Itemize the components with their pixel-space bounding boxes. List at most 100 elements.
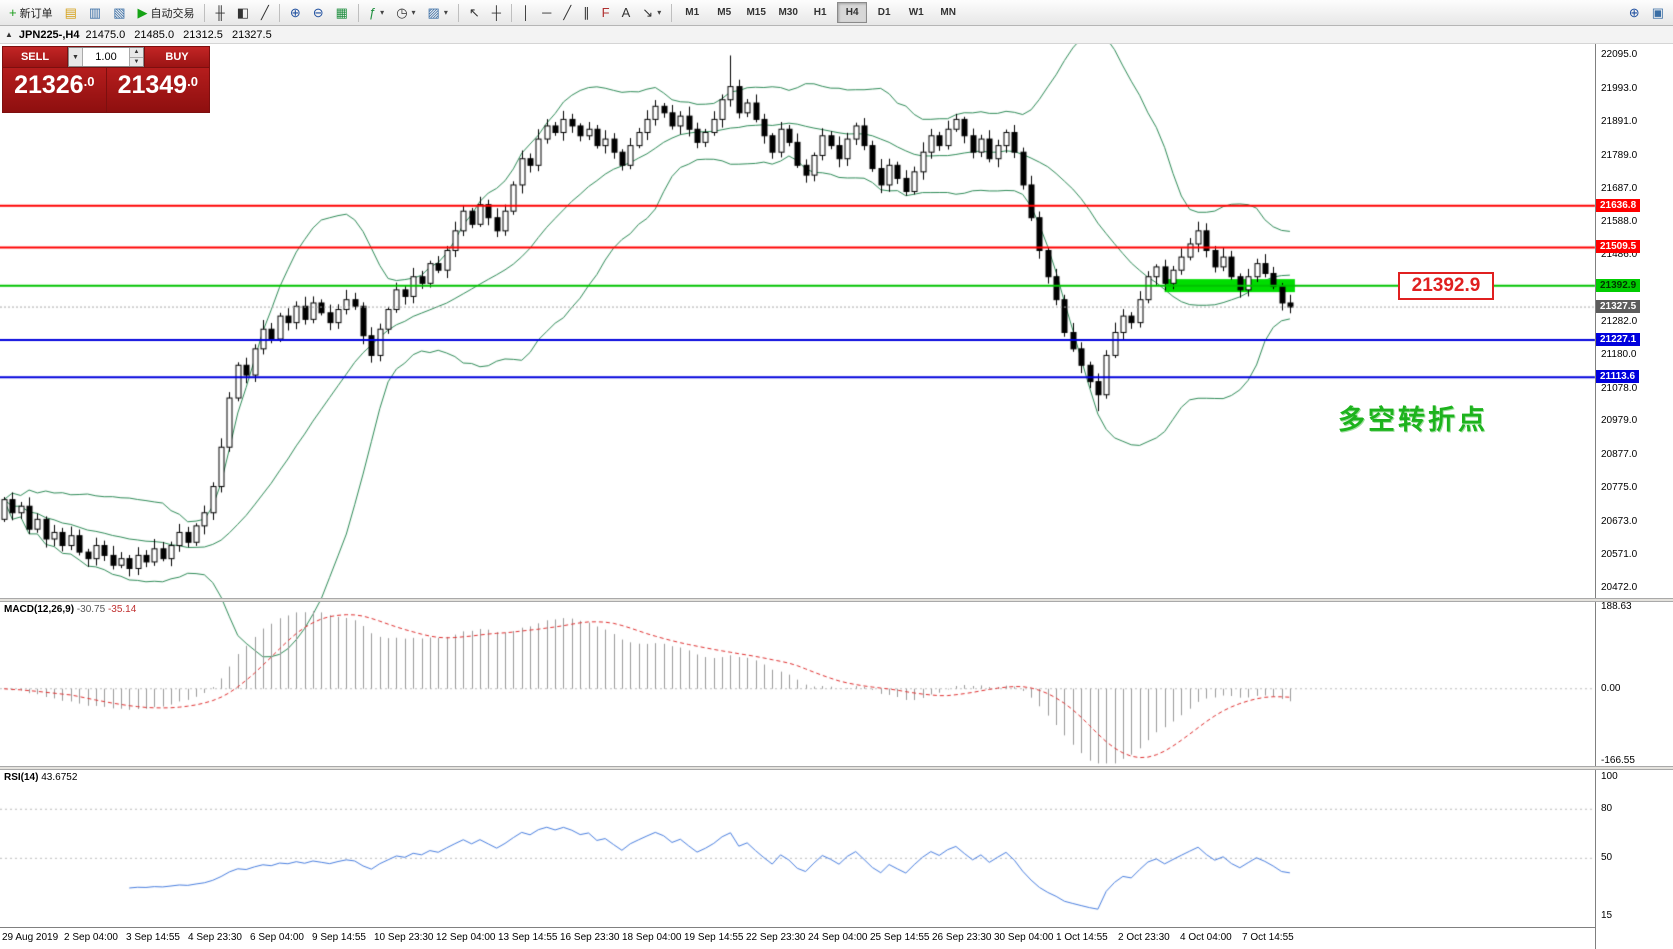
bar-chart-icon[interactable]: ╫ [210, 1, 229, 24]
zoom-out-icon[interactable]: ⊖ [308, 1, 329, 24]
text-icon[interactable]: A [617, 1, 636, 24]
toolbar-separator [357, 3, 359, 22]
price-level-label[interactable]: 21392.9 [1398, 271, 1494, 300]
price-line-badge: 21227.1 [1596, 332, 1641, 346]
timeframe-mn[interactable]: MN [940, 7, 956, 18]
ohlc-close: 21327.5 [231, 28, 272, 41]
layout-icon[interactable]: ▣ [1647, 1, 1669, 24]
macd-tick: 188.63 [1601, 601, 1632, 613]
line-chart-icon: ╱ [261, 5, 269, 20]
price-tick: 20775.0 [1601, 482, 1638, 494]
search-plus-icon: ⊕ [1628, 5, 1640, 20]
line-chart-icon[interactable]: ╱ [256, 1, 274, 24]
horizontal-line-icon: ─ [542, 5, 552, 20]
candlestick-icon[interactable]: ◧ [232, 1, 254, 24]
price-tick: 21486.0 [1601, 249, 1638, 261]
vertical-line-icon[interactable]: │ [517, 1, 535, 24]
timeframe-m5[interactable]: M5 [717, 7, 732, 18]
time-label: 25 Sep 14:55 [870, 932, 930, 943]
auto-trading-button[interactable]: ▶ 自动交易 [132, 1, 199, 24]
zoom-out-icon: ⊖ [312, 5, 324, 20]
bid-price-button[interactable]: 21326 .0 [3, 68, 106, 112]
trendline-icon[interactable]: ╱ [558, 1, 576, 24]
timeframe-m1[interactable]: M1 [685, 7, 700, 18]
buy-button[interactable]: BUY [145, 47, 209, 67]
time-label: 4 Sep 23:30 [188, 932, 242, 943]
price-tick: 21078.0 [1601, 382, 1638, 394]
volume-down-icon[interactable]: ▼ [130, 57, 143, 66]
trendline-icon: ╱ [563, 5, 572, 20]
new-order-button[interactable]: + 新订单 [4, 1, 58, 24]
price-axis[interactable]: 22095.0 21993.0 21891.0 21789.0 21687.0 21588… [1595, 44, 1673, 949]
navigator-icon[interactable]: ▧ [108, 1, 130, 24]
channel-icon[interactable]: ∥ [578, 1, 595, 24]
horizontal-line-icon[interactable]: ─ [537, 1, 556, 24]
toolbar-separator [510, 3, 512, 22]
toolbar-separator [457, 3, 459, 22]
periods-icon: ◷ [396, 5, 408, 20]
timeframe-h1[interactable]: H1 [813, 7, 827, 18]
zoom-in-icon[interactable]: ⊕ [285, 1, 306, 24]
auto-trading-icon: ▶ [137, 5, 148, 20]
timeframe-w1[interactable]: W1 [908, 7, 924, 18]
price-line-badge: 21392.9 [1596, 278, 1641, 292]
templates-icon: ▨ [427, 5, 440, 20]
macd-tick: -166.55 [1601, 754, 1635, 766]
ohlc-low: 21312.5 [183, 28, 223, 41]
sell-button[interactable]: SELL [3, 47, 67, 67]
tile-windows-icon[interactable]: ▦ [331, 1, 353, 24]
rsi-indicator-label: RSI(14) 43.6752 [4, 772, 77, 783]
time-label: 4 Oct 04:00 [1180, 932, 1232, 943]
timeframe-d1[interactable]: D1 [877, 7, 891, 18]
ohlc-high: 21485.0 [134, 28, 175, 41]
time-label: 26 Sep 23:30 [932, 932, 992, 943]
time-label: 16 Sep 23:30 [560, 932, 620, 943]
indicators-button[interactable]: ƒ ▾ [364, 1, 389, 24]
volume-dropdown-icon[interactable]: ▼ [69, 48, 83, 66]
volume-up-icon[interactable]: ▲ [130, 48, 143, 58]
ohlc-open: 21475.0 [85, 28, 126, 41]
volume-stepper: ▲ ▼ [129, 48, 143, 66]
indicators-icon: ƒ [368, 5, 377, 20]
price-line-badge: 21636.8 [1596, 198, 1641, 212]
pane-splitter-rsi[interactable] [0, 766, 1673, 770]
timeframe-m30[interactable]: M30 [778, 7, 798, 18]
timeframe-m15[interactable]: M15 [746, 7, 766, 18]
timeframe-h4[interactable]: H4 [837, 2, 868, 23]
chevron-down-icon: ▾ [443, 8, 448, 17]
periods-button[interactable]: ◷ ▾ [391, 1, 420, 24]
pane-splitter-macd[interactable] [0, 598, 1673, 602]
bid-price-frac: .0 [83, 74, 95, 89]
macd-value-main: -30.75 [76, 604, 106, 615]
price-tick: 22095.0 [1601, 49, 1638, 61]
turning-point-annotation: 多空转折点 [1338, 405, 1488, 435]
price-tick: 21789.0 [1601, 149, 1638, 161]
chevron-down-icon: ▾ [411, 8, 416, 17]
layout-icon: ▣ [1651, 5, 1664, 20]
market-watch-icon[interactable]: ▥ [84, 1, 106, 24]
toolbar-separator [278, 3, 280, 22]
macd-value-signal: -35.14 [107, 604, 137, 615]
crosshair-icon[interactable]: ┼ [487, 1, 506, 24]
rsi-tick: 15 [1601, 909, 1613, 921]
templates-button[interactable]: ▨ ▾ [423, 1, 453, 24]
volume-control: ▼ 1.00 ▲ ▼ [68, 47, 144, 67]
search-plus-icon[interactable]: ⊕ [1624, 1, 1645, 24]
time-axis[interactable]: 29 Aug 2019 2 Sep 04:00 3 Sep 14:55 4 Sep 2… [0, 927, 1595, 949]
arrows-icon[interactable]: ↘ ▾ [637, 1, 666, 24]
current-price-badge: 21327.5 [1596, 300, 1641, 314]
toolbar: + 新订单 ▤ ▥ ▧ ▶ 自动交易 ╫ ◧ ╱ ⊕ ⊖ ▦ ƒ ▾ ◷ ▾ ▨ ▾ ↖ ┼ │ ─ ╱ ∥ F A ↘ ▾ M1 M5 M1… [0, 0, 1673, 26]
ask-price-button[interactable]: 21349 .0 [106, 68, 209, 112]
macd-tick: 0.00 [1601, 682, 1621, 694]
market-watch-icon: ▥ [88, 5, 102, 20]
profiles-icon[interactable]: ▤ [60, 1, 82, 24]
volume-value[interactable]: 1.00 [95, 51, 117, 63]
fibonacci-icon[interactable]: F [597, 1, 615, 24]
one-click-collapse-icon[interactable]: ▲ [5, 30, 13, 39]
cursor-icon[interactable]: ↖ [464, 1, 485, 24]
ask-price-main: 21349 [117, 71, 188, 99]
crosshair-icon: ┼ [491, 5, 501, 20]
time-label: 3 Sep 14:55 [126, 932, 180, 943]
